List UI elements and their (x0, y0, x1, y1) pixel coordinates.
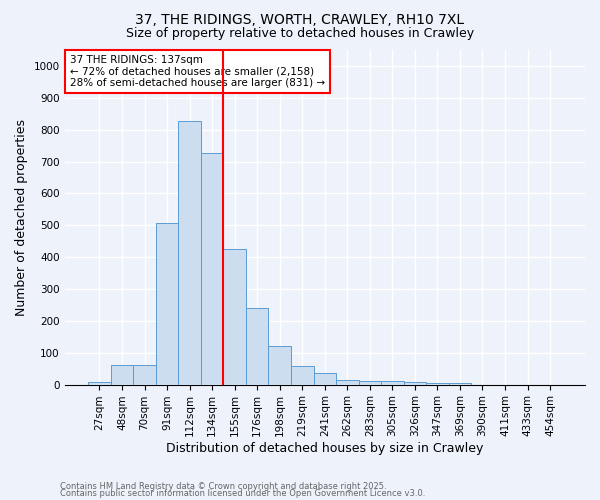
Bar (336, 380, 359, 384)
Bar (404, 382, 426, 384)
Bar (178, 120, 201, 384)
Bar (111, 366, 133, 384)
Bar (291, 366, 314, 384)
Text: 37 THE RIDINGS: 137sqm
← 72% of detached houses are smaller (2,158)
28% of semi-: 37 THE RIDINGS: 137sqm ← 72% of detached… (70, 55, 325, 88)
Text: Size of property relative to detached houses in Crawley: Size of property relative to detached ho… (126, 28, 474, 40)
Bar (359, 381, 381, 384)
Bar (449, 383, 471, 384)
Bar (426, 383, 449, 384)
Bar (156, 223, 178, 384)
Y-axis label: Number of detached properties: Number of detached properties (15, 119, 28, 316)
Bar (246, 308, 268, 384)
Text: Contains HM Land Registry data © Crown copyright and database right 2025.: Contains HM Land Registry data © Crown c… (60, 482, 386, 491)
Text: Contains public sector information licensed under the Open Government Licence v3: Contains public sector information licen… (60, 489, 425, 498)
Bar (314, 374, 336, 384)
Bar (88, 382, 111, 384)
Bar (133, 366, 156, 384)
Text: 37, THE RIDINGS, WORTH, CRAWLEY, RH10 7XL: 37, THE RIDINGS, WORTH, CRAWLEY, RH10 7X… (136, 12, 464, 26)
Bar (201, 153, 223, 384)
Bar (381, 381, 404, 384)
X-axis label: Distribution of detached houses by size in Crawley: Distribution of detached houses by size … (166, 442, 484, 455)
Bar (268, 346, 291, 385)
Bar (223, 249, 246, 384)
